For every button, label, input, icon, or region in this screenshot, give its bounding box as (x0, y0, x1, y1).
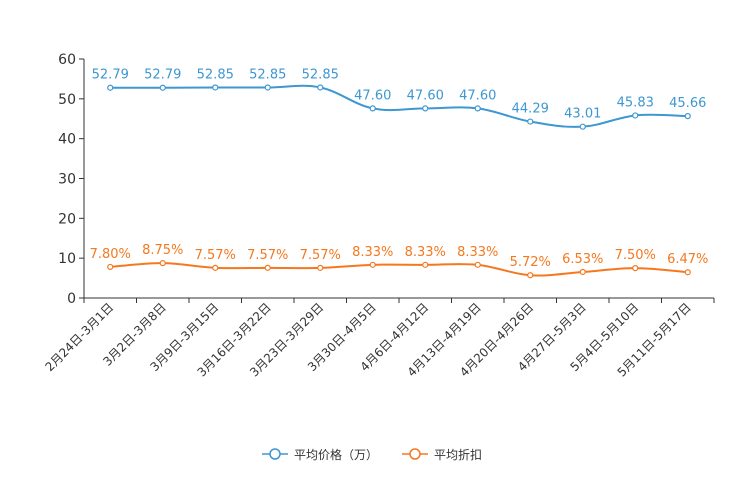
data-label: 52.85 (197, 67, 234, 82)
data-label: 43.01 (564, 107, 601, 122)
series-line (110, 84, 688, 128)
data-point (369, 105, 376, 112)
data-label: 45.66 (669, 96, 706, 111)
data-point (579, 268, 586, 276)
data-point (212, 264, 219, 271)
data-point (684, 269, 691, 276)
data-point (422, 105, 429, 112)
data-label: 7.57% (195, 248, 236, 263)
data-point (684, 113, 691, 120)
data-label: 8.33% (352, 245, 393, 260)
data-point (212, 84, 219, 91)
data-label: 6.53% (562, 252, 603, 267)
legend-discount-label: 平均折扣 (434, 447, 483, 462)
legend-discount-marker-icon (402, 448, 428, 460)
data-point (317, 84, 324, 91)
y-tick-label: 40 (58, 132, 76, 148)
data-label: 47.60 (459, 88, 496, 103)
data-label: 7.57% (247, 248, 288, 263)
data-point (317, 264, 324, 271)
data-label: 47.60 (354, 88, 391, 103)
series-discount: 7.80% 8.75% 7.57% 7.57% 7.57% 8.33% 8.33% 8.33%… (90, 243, 708, 279)
data-point (527, 272, 534, 279)
data-point (159, 260, 166, 267)
data-point (632, 112, 639, 119)
data-label: 6.47% (667, 252, 708, 267)
data-label: 8.33% (457, 245, 498, 260)
x-axis: 2月24日-3月1日3月2日-3月8日3月9日-3月15日3月16日-3月22日… (42, 297, 715, 380)
data-label: 45.83 (617, 95, 654, 110)
data-point (369, 261, 376, 268)
data-point (632, 265, 639, 272)
y-tick-label: 0 (67, 291, 76, 307)
series-price: 52.79 52.79 52.85 52.85 52.85 47.60 47.60 47.60… (92, 67, 706, 130)
data-point (474, 261, 481, 268)
legend-item-discount[interactable]: 平均折扣 (402, 446, 482, 463)
data-label: 7.50% (615, 248, 656, 263)
data-label: 7.80% (90, 247, 131, 262)
y-tick-label: 30 (58, 172, 76, 188)
legend-item-price[interactable]: 平均价格（万） (261, 446, 378, 463)
data-point (527, 118, 534, 125)
data-point (159, 84, 166, 91)
data-point (474, 105, 481, 112)
data-point (107, 263, 114, 271)
data-label: 44.29 (512, 102, 549, 117)
y-tick-label: 20 (58, 211, 76, 227)
data-point (579, 123, 586, 130)
data-point (264, 264, 271, 271)
legend-price-marker-icon (261, 448, 288, 460)
data-label: 8.33% (405, 245, 446, 260)
y-tick-label: 60 (58, 52, 76, 68)
data-label: 52.85 (302, 67, 339, 82)
data-label: 5.72% (510, 255, 551, 270)
data-label: 8.75% (142, 243, 183, 258)
data-label: 52.85 (249, 67, 286, 82)
series-layer: 52.79 52.79 52.85 52.85 52.85 47.60 47.60 47.60… (90, 67, 708, 279)
data-label: 7.57% (300, 248, 341, 263)
legend-price-label: 平均价格（万） (293, 447, 378, 462)
data-label: 47.60 (407, 88, 444, 103)
data-label: 52.79 (92, 68, 129, 83)
legend: 平均价格（万） 平均折扣 (0, 444, 744, 464)
y-tick-label: 50 (58, 92, 76, 108)
data-point (264, 84, 271, 91)
data-point (107, 84, 114, 91)
data-label: 52.79 (144, 68, 181, 83)
series-line (110, 262, 688, 277)
y-axis: 0 10 20 30 40 50 60 (58, 52, 85, 307)
y-tick-label: 10 (58, 251, 76, 267)
data-point (422, 261, 429, 268)
